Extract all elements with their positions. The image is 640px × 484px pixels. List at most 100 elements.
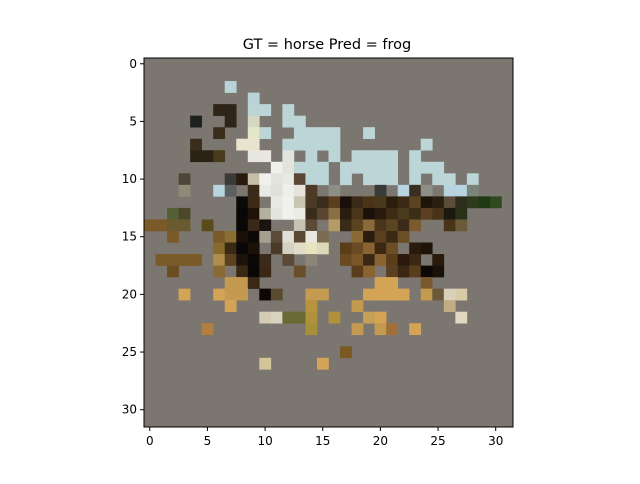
pixel-cell [213,127,226,140]
pixel-cell [363,196,375,209]
pixel-cell [443,288,456,301]
pixel-cell [293,127,306,140]
pixel-cell [328,311,341,324]
axes-frame [143,57,514,428]
pixel-cell [386,254,398,266]
pixel-cell [409,242,422,255]
pixel-cell [167,254,179,266]
pixel-cell [374,150,387,163]
pixel-cell [167,207,179,220]
pixel-cell [397,196,410,209]
x-tick-label: 20 [373,434,388,448]
pixel-cell [167,219,179,232]
pixel-cell [247,173,260,186]
pixel-cell [420,161,433,174]
pixel-cell [293,311,306,324]
pixel-cell [247,219,260,232]
pixel-cell [316,196,329,209]
pixel-cell [409,184,422,197]
pixel-cell [363,288,375,301]
pixel-cell [293,138,306,151]
pixel-cell [420,138,433,151]
pixel-cell [363,219,375,232]
pixel-cell [351,265,364,278]
pixel-cell [374,173,387,186]
pixel-cell [236,230,249,243]
pixel-cell [409,207,422,220]
pixel-cell [386,196,398,209]
pixel-cell [236,288,249,301]
pixel-cell [374,242,387,255]
pixel-cell [247,92,260,105]
pixel-cell [351,242,364,255]
pixel-cell [224,115,237,128]
pixel-cell [397,265,410,278]
pixel-cell [259,288,272,301]
pixel-cell [282,242,295,255]
pixel-cell [259,265,272,278]
pixel-cell [247,196,260,209]
pixel-cell [374,288,387,301]
pixel-cell [270,242,283,255]
pixel-cell [305,323,318,336]
pixel-cell [178,219,191,232]
pixel-cell [305,127,318,140]
pixel-cell [328,196,341,209]
pixel-cell [305,196,318,209]
y-tick-label: 15 [122,230,137,244]
pixel-cell [259,230,272,243]
pixel-cell [305,207,318,220]
pixel-cell [443,184,456,197]
pixel-cell [178,207,191,220]
pixel-cell [443,219,456,232]
pixel-cell [224,254,237,266]
pixel-cell [374,207,387,220]
pixel-cell [374,311,387,324]
pixel-cell [155,254,168,266]
pixel-cell [236,207,249,220]
pixel-cell [374,230,387,243]
pixel-cell [374,219,387,232]
pixel-cell [328,184,341,197]
pixel-cell [224,173,237,186]
pixel-cell [363,230,375,243]
pixel-cell [236,265,249,278]
pixel-cell [455,288,468,301]
pixel-cell [213,184,226,197]
pixel-cell [259,184,272,197]
pixel-cell [167,230,179,243]
pixel-cell [386,207,398,220]
pixel-cell [224,300,237,312]
pixel-cell [259,104,272,116]
pixel-cell [466,173,479,186]
pixel-cell [270,230,283,243]
pixel-cell [213,242,226,255]
pixel-cell [489,196,502,209]
pixel-cell [178,184,191,197]
pixel-cell [305,150,318,163]
pixel-cell [213,104,226,116]
pixel-cell [351,323,364,336]
y-tick-label: 20 [122,287,137,301]
pixel-cell [328,150,341,163]
pixel-cell [455,311,468,324]
pixel-cell [293,115,306,128]
pixel-cell [432,254,445,266]
pixel-cell [224,81,237,93]
pixel-cell [351,230,364,243]
pixel-cell [259,127,272,140]
pixel-cell [363,242,375,255]
pixel-cell [432,265,445,278]
pixel-cell [305,161,318,174]
pixel-cell [270,184,283,197]
pixel-cell [351,254,364,266]
pixel-cell [455,207,468,220]
pixel-cell [340,346,352,359]
pixel-cell [305,288,318,301]
pixel-cell [409,219,422,232]
pixel-cell [213,265,226,278]
pixel-cell [340,254,352,266]
pixel-cell [178,288,191,301]
pixel-cell [247,150,260,163]
pixel-cell [247,265,260,278]
